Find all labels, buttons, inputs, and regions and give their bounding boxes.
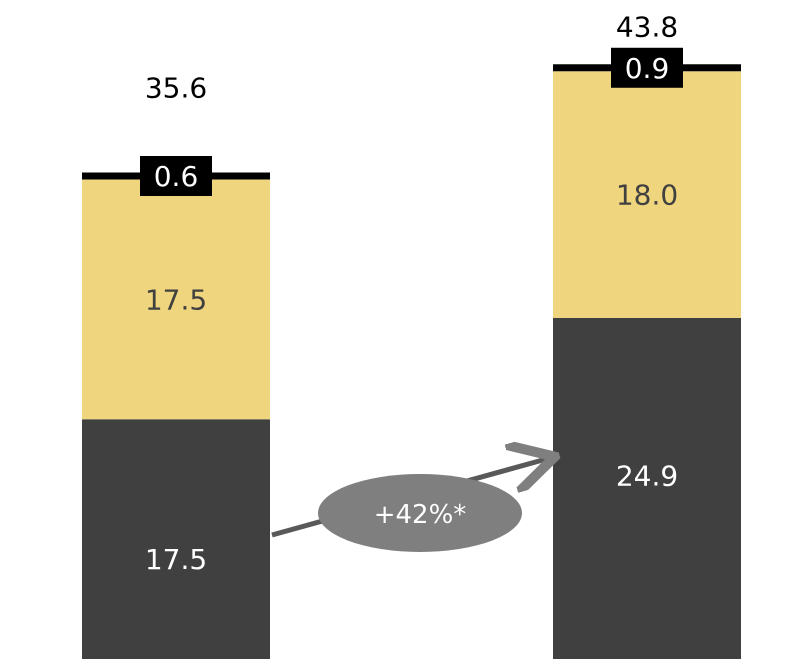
cap-label-box — [140, 156, 212, 196]
bar-segment — [553, 317, 741, 659]
data-label: 17.5 — [145, 283, 207, 316]
growth-annotation: +42%* — [271, 458, 550, 552]
cap-label-box — [611, 47, 683, 88]
data-label: 0.6 — [154, 160, 199, 193]
growth-ellipse — [318, 474, 522, 552]
bar-segment — [82, 179, 270, 420]
bar-segment — [553, 71, 741, 318]
total-label: 35.6 — [145, 72, 207, 105]
data-label: 17.5 — [145, 543, 207, 576]
bar-segment — [82, 419, 270, 659]
data-label: 18.0 — [616, 179, 678, 212]
data-label: 24.9 — [616, 459, 678, 492]
labels-layer: 17.5 17.5 0.6 35.6 24.9 18.0 0.9 43.8 — [140, 10, 683, 576]
data-label: 0.9 — [625, 52, 670, 85]
growth-label: +42%* — [374, 500, 467, 530]
total-label: 43.8 — [616, 10, 678, 43]
